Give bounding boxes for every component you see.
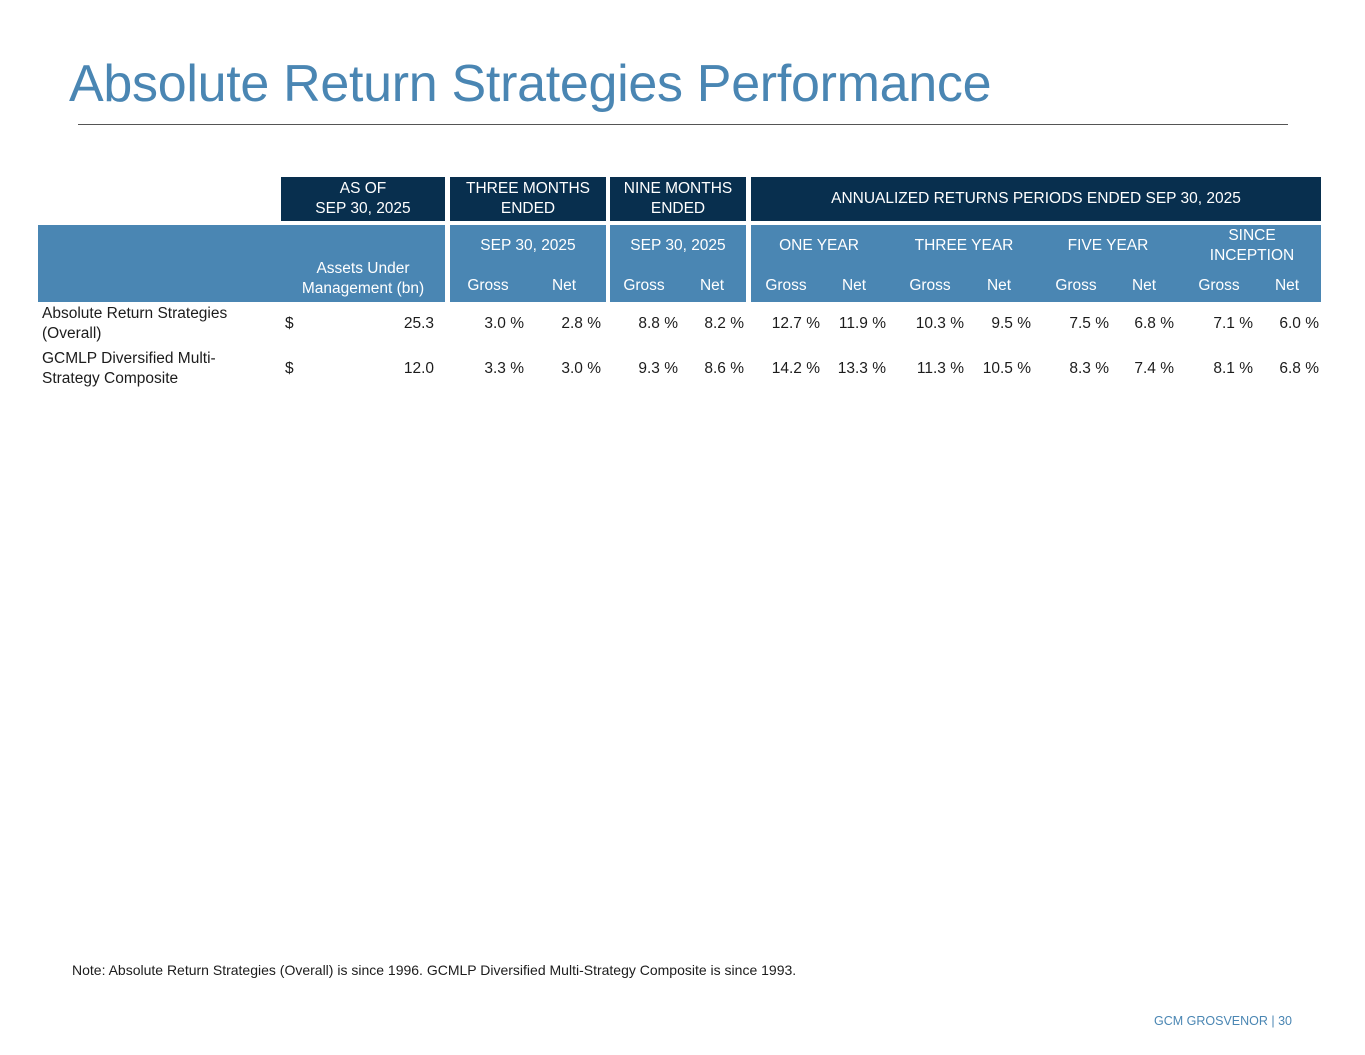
subheader-band <box>38 225 1321 302</box>
header-three-months-line1: THREE MONTHS <box>466 180 590 197</box>
row-aum: 12.0 <box>403 360 434 377</box>
row-value: 10.3 % <box>915 315 964 332</box>
footnote: Note: Absolute Return Strategies (Overal… <box>72 962 797 978</box>
subheader-nine-months-date: SEP 30, 2025 <box>630 237 726 254</box>
row-value: 12.7 % <box>771 315 820 332</box>
header-as-of: AS OF SEP 30, 2025 <box>281 177 445 221</box>
subheader-one-year: ONE YEAR <box>779 237 859 254</box>
subheader-since-inception: SINCE INCEPTION <box>1182 226 1322 266</box>
title-divider <box>78 124 1288 125</box>
header-nine-months-line2: ENDED <box>650 200 706 217</box>
col-gross-3m: Gross <box>467 277 509 294</box>
row-value: 6.0 % <box>1279 315 1319 332</box>
row-currency: $ <box>285 315 294 332</box>
row-value: 6.8 % <box>1134 315 1174 332</box>
col-gross-5y: Gross <box>1055 277 1097 294</box>
subheader-gap <box>606 225 610 302</box>
table-row-label: GCMLP Diversified Multi-Strategy Composi… <box>42 350 216 387</box>
row-value: 8.2 % <box>704 315 744 332</box>
row-value: 9.5 % <box>991 315 1031 332</box>
row-value: 7.4 % <box>1134 360 1174 377</box>
header-as-of-line2: SEP 30, 2025 <box>315 200 411 217</box>
row-value: 3.0 % <box>484 315 524 332</box>
row-value: 8.6 % <box>704 360 744 377</box>
col-net-1y: Net <box>841 277 867 294</box>
col-net-si: Net <box>1274 277 1300 294</box>
header-three-months-line2: ENDED <box>500 200 556 217</box>
row-value: 2.8 % <box>561 315 601 332</box>
row-value: 8.8 % <box>638 315 678 332</box>
row-value: 13.3 % <box>837 360 886 377</box>
row-value: 8.3 % <box>1069 360 1109 377</box>
row-value: 10.5 % <box>982 360 1031 377</box>
header-nine-months: NINE MONTHS ENDED <box>610 177 746 221</box>
row-value: 3.3 % <box>484 360 524 377</box>
col-gross-9m: Gross <box>623 277 665 294</box>
row-value: 7.5 % <box>1069 315 1109 332</box>
subheader-five-year: FIVE YEAR <box>1067 237 1149 254</box>
subheader-aum-line2: Management (bn) <box>301 280 425 297</box>
subheader-three-months-date: SEP 30, 2025 <box>480 237 576 254</box>
subheader-gap <box>746 225 751 302</box>
header-annualized: ANNUALIZED RETURNS PERIODS ENDED SEP 30,… <box>751 177 1321 221</box>
col-net-3m: Net <box>551 277 577 294</box>
page-title: Absolute Return Strategies Performance <box>69 55 992 113</box>
row-value: 6.8 % <box>1279 360 1319 377</box>
row-value: 11.9 % <box>838 315 886 332</box>
row-value: 7.1 % <box>1213 315 1253 332</box>
subheader-gap <box>445 225 450 302</box>
row-value: 8.1 % <box>1213 360 1253 377</box>
row-currency: $ <box>285 360 294 377</box>
col-gross-si: Gross <box>1198 277 1240 294</box>
col-net-9m: Net <box>699 277 725 294</box>
row-value: 14.2 % <box>771 360 820 377</box>
row-aum: 25.3 <box>403 315 434 332</box>
header-three-months: THREE MONTHS ENDED <box>450 177 606 221</box>
row-value: 11.3 % <box>916 360 964 377</box>
col-gross-1y: Gross <box>765 277 807 294</box>
row-value: 9.3 % <box>638 360 678 377</box>
header-as-of-line1: AS OF <box>339 180 387 197</box>
row-value: 3.0 % <box>561 360 601 377</box>
subheader-aum-line1: Assets Under <box>316 260 410 277</box>
subheader-three-year: THREE YEAR <box>914 237 1014 254</box>
table-row-label: Absolute Return Strategies (Overall) <box>42 305 228 342</box>
header-nine-months-line1: NINE MONTHS <box>623 180 733 197</box>
header-annualized-text: ANNUALIZED RETURNS PERIODS ENDED SEP 30,… <box>831 190 1241 207</box>
col-net-5y: Net <box>1131 277 1157 294</box>
subheader-aum: Assets Under Management (bn) <box>281 259 445 299</box>
subheader-since-inception-line2: INCEPTION <box>1209 247 1295 264</box>
footer-brand-page: GCM GROSVENOR | 30 <box>1154 1014 1292 1028</box>
subheader-since-inception-line1: SINCE <box>1228 227 1276 244</box>
col-gross-3y: Gross <box>909 277 951 294</box>
col-net-3y: Net <box>986 277 1012 294</box>
